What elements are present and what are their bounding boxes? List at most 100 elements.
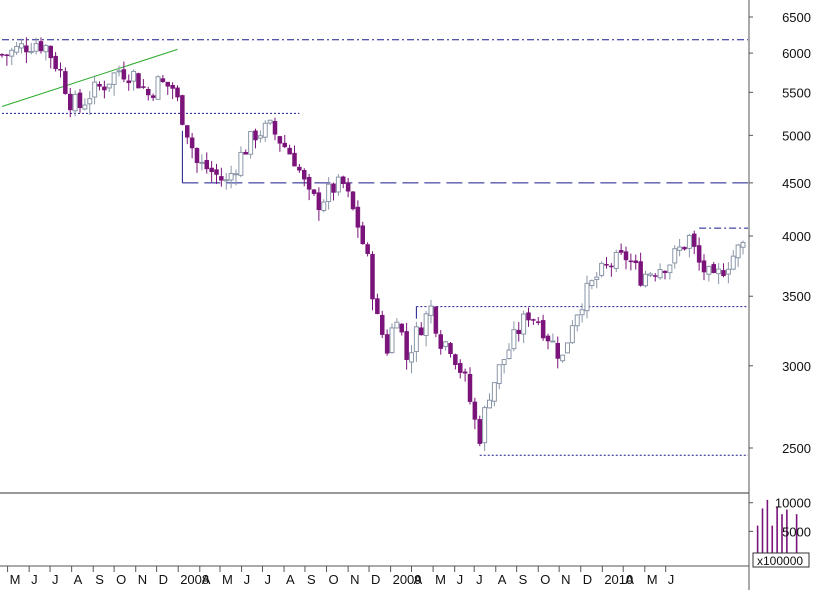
candle	[555, 336, 560, 369]
candle	[141, 79, 146, 89]
price-tick-label: 6000	[782, 46, 811, 61]
time-axis: AMJJASOND2008AMJJASOND2009AMJJASOND2010A…	[7, 566, 674, 587]
chart-frame	[0, 0, 750, 590]
time-tick-label: S	[519, 572, 528, 587]
candle	[292, 145, 297, 167]
candle	[380, 310, 385, 339]
candle	[633, 254, 638, 270]
candle	[165, 81, 170, 95]
price-tick-label: 4000	[782, 229, 811, 244]
price-tick-label: 5000	[782, 128, 811, 143]
candle	[311, 188, 317, 196]
candle	[199, 154, 205, 171]
candle	[604, 257, 609, 269]
time-tick-label: D	[159, 572, 168, 587]
time-tick-label: M	[222, 572, 233, 587]
time-tick-label: A	[202, 572, 211, 587]
candle	[647, 271, 653, 278]
candle	[569, 320, 575, 344]
candle	[63, 67, 68, 95]
candle	[682, 246, 687, 251]
candle	[155, 75, 161, 100]
candle	[584, 275, 590, 319]
candle	[609, 263, 614, 277]
candle	[248, 131, 254, 159]
time-tick-label: J	[52, 572, 59, 587]
time-tick-label: A	[74, 572, 83, 587]
candle	[341, 175, 346, 189]
candle	[638, 252, 643, 287]
candle	[740, 240, 746, 255]
candle	[297, 163, 302, 173]
candle	[24, 37, 29, 64]
candle	[560, 354, 566, 363]
candle	[277, 135, 283, 152]
candle	[657, 263, 663, 280]
candle	[335, 174, 341, 196]
candle	[77, 88, 83, 113]
candle	[545, 333, 551, 350]
candle	[423, 311, 429, 347]
candle	[180, 94, 185, 126]
candle	[565, 342, 570, 354]
candle	[111, 72, 117, 96]
candle	[394, 318, 400, 329]
time-tick-label: A	[498, 572, 507, 587]
candle	[282, 135, 287, 149]
candle	[496, 364, 502, 390]
candle	[131, 69, 137, 91]
time-tick-label: O	[116, 572, 126, 587]
candle	[613, 249, 619, 273]
candle	[536, 317, 541, 326]
candle	[4, 54, 10, 66]
candle	[487, 393, 492, 409]
candle	[686, 233, 692, 258]
candle	[14, 41, 20, 55]
candle	[355, 200, 361, 238]
time-tick-label: 2009	[393, 572, 422, 587]
candle	[589, 279, 595, 290]
time-tick-label: A	[625, 572, 634, 587]
candle	[643, 270, 648, 288]
candle	[477, 415, 482, 447]
candle	[550, 333, 556, 343]
candle	[419, 322, 424, 336]
candle	[189, 132, 195, 159]
candle	[409, 345, 414, 374]
candle	[462, 368, 468, 382]
time-tick-label: M	[435, 572, 446, 587]
candle	[150, 93, 156, 101]
candle	[126, 74, 131, 91]
candle	[370, 251, 375, 311]
trendline-layer	[1, 48, 178, 107]
candle	[653, 273, 658, 282]
candle	[384, 329, 390, 356]
candle	[574, 314, 580, 332]
candle	[223, 173, 229, 190]
candle	[623, 246, 629, 270]
candle	[267, 119, 273, 125]
candle	[38, 37, 44, 54]
candle	[170, 82, 175, 100]
candle	[302, 168, 307, 187]
candle	[97, 81, 102, 91]
candle	[9, 47, 15, 66]
candle	[711, 261, 716, 274]
candle	[618, 243, 624, 255]
candlestick-series	[0, 37, 746, 451]
candle	[716, 263, 722, 285]
candle	[438, 330, 443, 355]
time-tick-label: J	[244, 572, 251, 587]
time-tick-label: D	[583, 572, 592, 587]
candle	[725, 262, 731, 284]
price-tick-label: 3500	[782, 289, 811, 304]
candle	[448, 342, 453, 358]
candle	[491, 382, 497, 407]
candle	[121, 61, 127, 83]
candle	[506, 343, 512, 360]
candle	[331, 182, 336, 201]
candle	[82, 98, 88, 111]
candle	[443, 340, 449, 351]
candle	[531, 318, 536, 325]
candle	[19, 38, 24, 54]
